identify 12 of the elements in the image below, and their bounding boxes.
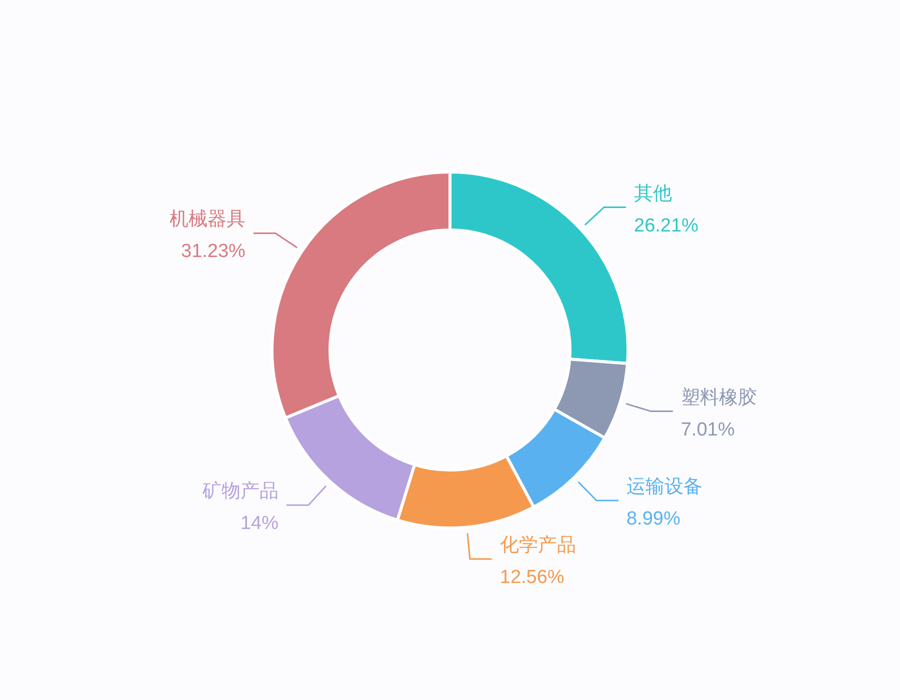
data-label: 14% xyxy=(240,513,279,534)
slice-label: 化学产品 xyxy=(500,535,576,556)
slice-label: 其他 xyxy=(634,183,672,204)
data-label: 12.56% xyxy=(500,567,564,588)
slice-label: 运输设备 xyxy=(626,476,702,498)
slice-label: 塑料橡胶 xyxy=(680,386,757,408)
data-label: 26.21% xyxy=(634,215,699,236)
slice-label: 机械器具 xyxy=(169,209,246,230)
data-label: 7.01% xyxy=(680,419,735,440)
data-label: 8.99% xyxy=(626,508,680,530)
slice-label: 矿物产品 xyxy=(201,480,278,502)
data-label: 31.23% xyxy=(181,241,246,262)
